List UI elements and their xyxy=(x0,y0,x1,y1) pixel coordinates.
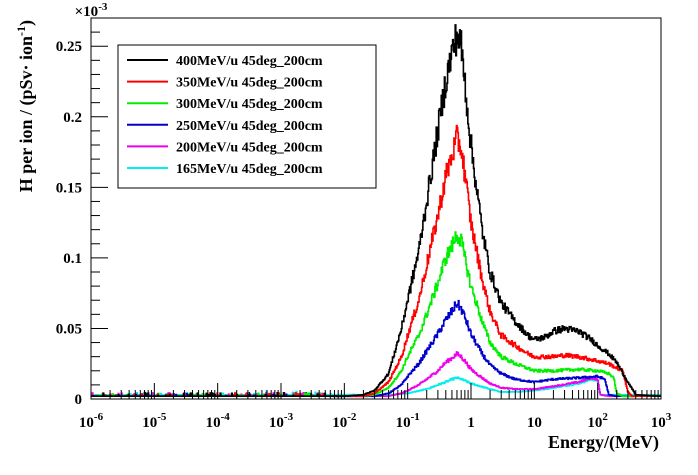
y-tick-label: 0.2 xyxy=(63,110,82,126)
legend-label-3: 250MeV/u 45deg_200cm xyxy=(176,119,323,134)
y-tick-label: 0.25 xyxy=(56,39,82,55)
axis-ticks-group xyxy=(90,17,662,400)
x-tick-label: 10-3 xyxy=(269,411,294,431)
x-tick-label: 10 xyxy=(527,415,542,431)
legend-label-2: 300MeV/u 45deg_200cm xyxy=(176,97,323,112)
legend-label-4: 200MeV/u 45deg_200cm xyxy=(176,140,323,155)
y-multiplier-label: ×10-3 xyxy=(75,1,108,20)
x-tick-label: 10-2 xyxy=(332,411,357,431)
y-tick-label: 0.15 xyxy=(56,180,82,196)
x-tick-label: 1 xyxy=(467,415,475,431)
x-tick-label: 103 xyxy=(651,411,672,431)
x-tick-label: 102 xyxy=(587,411,608,431)
legend-box xyxy=(117,44,377,189)
series-line-0 xyxy=(91,24,662,398)
plot-series-group xyxy=(90,24,662,398)
y-tick-label: 0 xyxy=(75,392,83,408)
x-tick-label: 10-4 xyxy=(206,411,231,431)
y-tick-label: 0.05 xyxy=(56,321,82,337)
x-tick-label: 10-5 xyxy=(142,411,167,431)
tick-labels-group: 0 0.05 0.1 0.15 0.2 0.25 10-6 10-5 10-4 10-3 10-2 1… xyxy=(56,39,672,431)
plot-frame xyxy=(90,17,662,400)
legend: 400MeV/u 45deg_200cm 350MeV/u 45deg_200cm… xyxy=(117,44,377,189)
y-axis-label: H per ion / (pSv· ion-1) xyxy=(14,20,37,192)
x-tick-label: 10-1 xyxy=(396,411,420,431)
legend-label-0: 400MeV/u 45deg_200cm xyxy=(176,54,323,69)
y-tick-label: 0.1 xyxy=(63,251,82,267)
legend-label-1: 350MeV/u 45deg_200cm xyxy=(176,76,323,91)
legend-label-5: 165MeV/u 45deg_200cm xyxy=(176,162,323,177)
x-tick-label: 10-6 xyxy=(79,411,104,431)
x-axis-label: Energy/(MeV) xyxy=(548,432,659,453)
